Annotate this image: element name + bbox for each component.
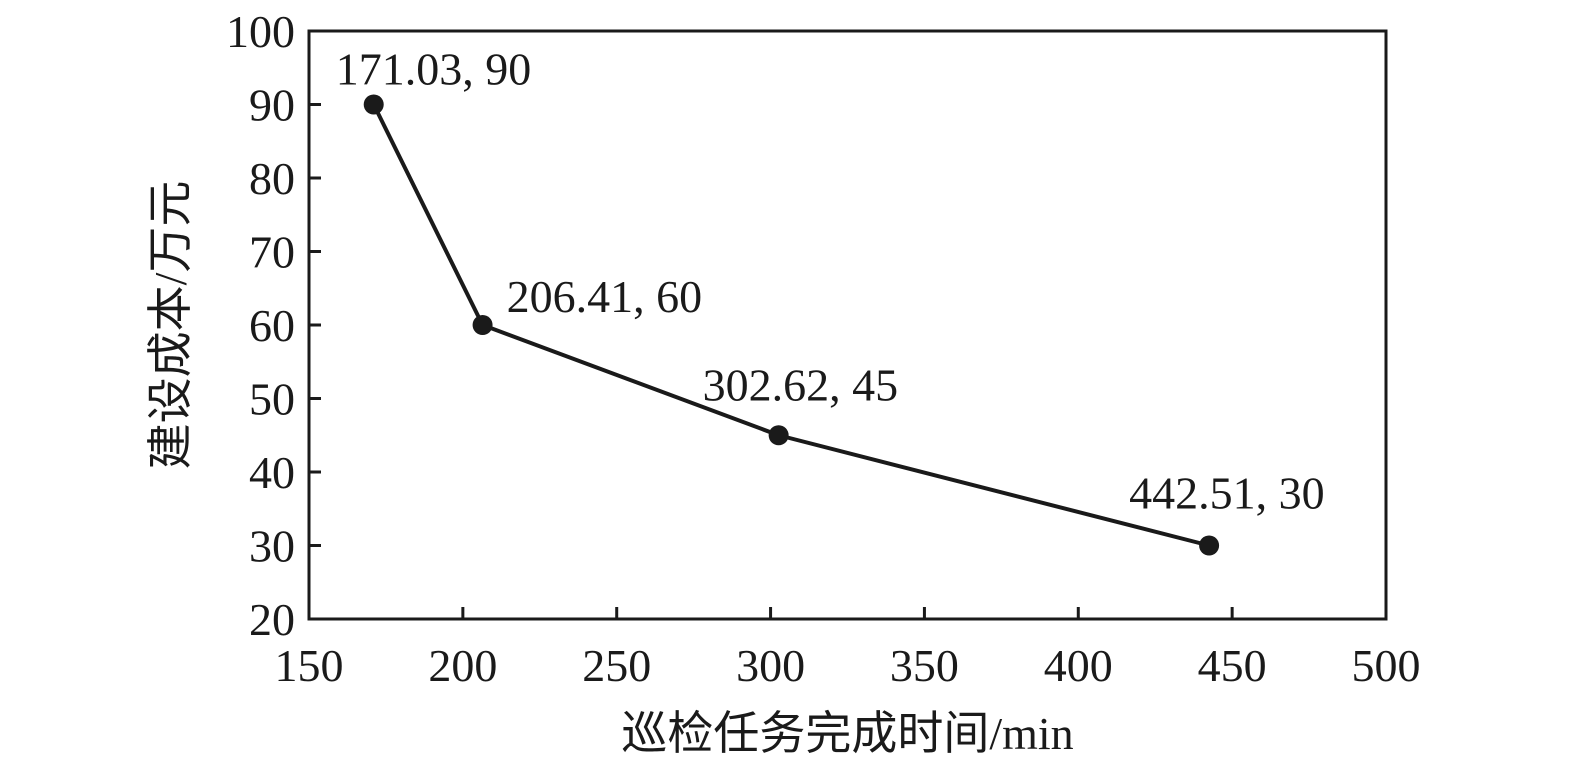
y-tick-label: 50 bbox=[249, 374, 295, 425]
y-tick-label: 70 bbox=[249, 227, 295, 278]
x-tick-label: 300 bbox=[736, 640, 805, 691]
y-tick-label: 100 bbox=[226, 6, 295, 57]
x-tick-label: 250 bbox=[582, 640, 651, 691]
point-label: 171.03, 90 bbox=[336, 44, 531, 95]
x-tick-label: 200 bbox=[428, 640, 497, 691]
y-tick-label: 20 bbox=[249, 594, 295, 645]
y-axis-title: 建设成本/万元 bbox=[145, 181, 196, 470]
axes-layer: 150 200 250 300 350 400 450 500 20 30 40 50 60 70 80 90… bbox=[226, 6, 1421, 691]
y-tick-label: 90 bbox=[249, 80, 295, 131]
data-point bbox=[1199, 535, 1220, 556]
labels-layer: 巡检任务完成时间/min 建设成本/万元 bbox=[145, 181, 1074, 759]
series-line bbox=[371, 103, 1210, 548]
y-tick-label: 30 bbox=[249, 521, 295, 572]
point-label: 302.62, 45 bbox=[703, 359, 899, 410]
x-tick-label: 400 bbox=[1044, 640, 1113, 691]
y-tick-label: 40 bbox=[249, 447, 295, 498]
x-tick-label: 350 bbox=[890, 640, 959, 691]
data-point bbox=[472, 315, 493, 335]
x-tick-label: 150 bbox=[275, 640, 344, 691]
y-tick-label: 80 bbox=[249, 153, 295, 204]
data-point bbox=[768, 425, 789, 446]
y-tick-label: 60 bbox=[249, 300, 295, 351]
plot-frame bbox=[307, 29, 1388, 621]
x-axis-title: 巡检任务完成时间/min bbox=[621, 708, 1073, 759]
x-tick-label: 500 bbox=[1352, 640, 1421, 691]
x-tick-label: 450 bbox=[1198, 640, 1267, 691]
data-point bbox=[363, 94, 384, 115]
point-label: 442.51, 30 bbox=[1129, 468, 1325, 519]
point-label: 206.41, 60 bbox=[507, 271, 703, 322]
